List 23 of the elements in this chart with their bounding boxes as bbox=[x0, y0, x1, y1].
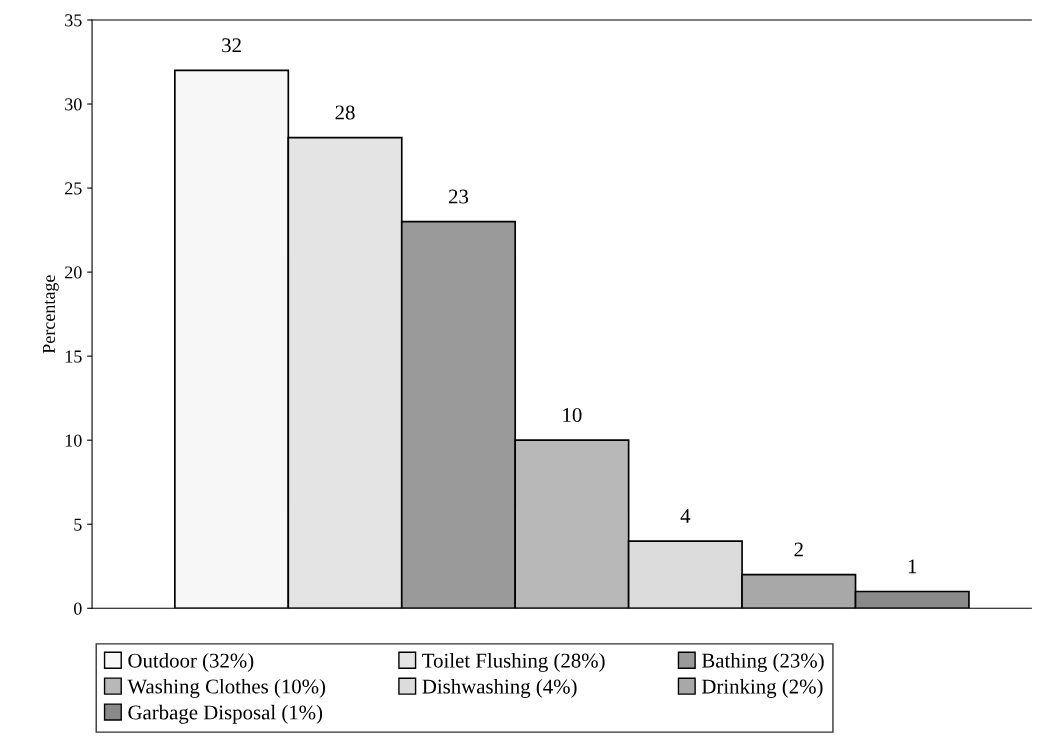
legend-label: Dishwashing (4%) bbox=[422, 678, 577, 698]
y-tick-label: 25 bbox=[65, 182, 82, 195]
data-label: 1 bbox=[908, 559, 917, 574]
data-label: 2 bbox=[794, 542, 803, 557]
data-label: 4 bbox=[680, 509, 691, 523]
legend-label: Outdoor (32%) bbox=[128, 653, 254, 672]
legend-label: Toilet Flushing (28%) bbox=[422, 653, 605, 672]
data-label: 28 bbox=[335, 105, 355, 120]
legend-label: Bathing (23%) bbox=[701, 653, 824, 672]
legend-label: Drinking (2%) bbox=[701, 678, 823, 698]
y-axis-title: Percentage bbox=[43, 275, 59, 354]
y-tick-label: 35 bbox=[65, 14, 82, 27]
y-tick-label: 0 bbox=[73, 602, 82, 615]
y-tick-label: 5 bbox=[74, 518, 82, 531]
legend-label: Garbage Disposal (1%) bbox=[128, 704, 323, 724]
y-tick-label: 10 bbox=[65, 434, 82, 447]
y-tick-label: 20 bbox=[65, 266, 82, 279]
data-label: 10 bbox=[563, 408, 582, 423]
y-tick-label: 15 bbox=[65, 350, 82, 363]
data-label: 23 bbox=[448, 189, 469, 204]
data-label: 32 bbox=[222, 38, 241, 53]
legend-label: Washing Clothes (10%) bbox=[127, 678, 326, 698]
y-tick-label: 30 bbox=[65, 98, 82, 111]
